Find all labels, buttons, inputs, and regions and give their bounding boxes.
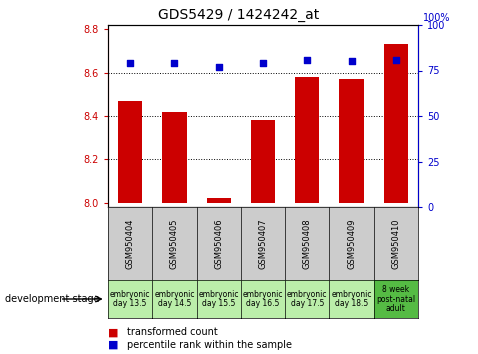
Text: embryonic
day 16.5: embryonic day 16.5 <box>243 290 283 308</box>
Bar <box>118 101 142 203</box>
Text: GSM950409: GSM950409 <box>347 218 356 269</box>
Text: GDS5429 / 1424242_at: GDS5429 / 1424242_at <box>158 8 320 22</box>
Text: GSM950407: GSM950407 <box>259 218 268 269</box>
Point <box>171 61 178 66</box>
Bar <box>384 45 408 203</box>
Text: embryonic
day 15.5: embryonic day 15.5 <box>198 290 239 308</box>
Point <box>392 57 400 62</box>
Bar <box>162 112 186 203</box>
Text: GSM950408: GSM950408 <box>303 218 312 269</box>
Point <box>215 64 223 70</box>
Text: 8 week
post-natal
adult: 8 week post-natal adult <box>376 285 415 313</box>
Text: embryonic
day 17.5: embryonic day 17.5 <box>287 290 327 308</box>
Bar <box>295 77 319 203</box>
Text: transformed count: transformed count <box>127 327 218 337</box>
Bar <box>251 120 275 203</box>
Text: GSM950406: GSM950406 <box>214 218 223 269</box>
Text: ■: ■ <box>108 327 119 337</box>
Text: GSM950405: GSM950405 <box>170 218 179 269</box>
Text: ■: ■ <box>108 339 119 349</box>
Point <box>304 57 311 62</box>
Bar <box>206 198 231 203</box>
Text: embryonic
day 14.5: embryonic day 14.5 <box>154 290 195 308</box>
Bar <box>339 79 364 203</box>
Text: embryonic
day 18.5: embryonic day 18.5 <box>331 290 372 308</box>
Point <box>259 61 267 66</box>
Text: GSM950404: GSM950404 <box>126 218 135 269</box>
Point <box>126 61 134 66</box>
Text: GSM950410: GSM950410 <box>391 218 401 269</box>
Text: 100%: 100% <box>423 13 450 23</box>
Text: percentile rank within the sample: percentile rank within the sample <box>127 339 292 349</box>
Text: development stage: development stage <box>5 294 99 304</box>
Text: embryonic
day 13.5: embryonic day 13.5 <box>110 290 151 308</box>
Point <box>348 58 356 64</box>
